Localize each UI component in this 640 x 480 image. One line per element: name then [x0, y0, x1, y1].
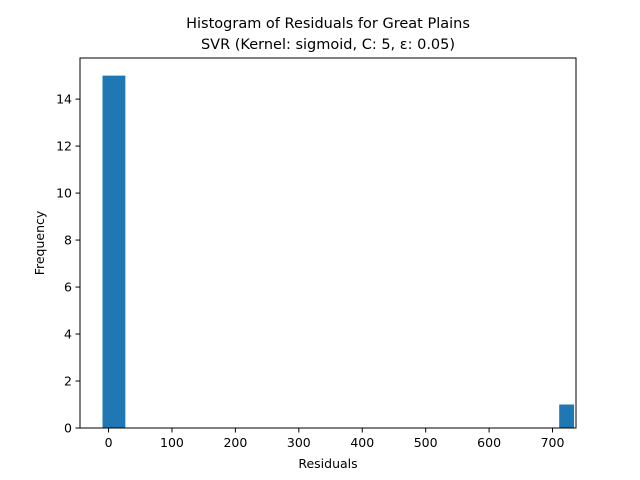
x-tick-label: 300 [287, 435, 311, 450]
y-tick-label: 8 [64, 233, 72, 248]
x-tick-label: 0 [105, 435, 113, 450]
x-tick-label: 400 [350, 435, 374, 450]
x-tick-label: 100 [160, 435, 184, 450]
y-axis-label: Frequency [32, 210, 47, 275]
x-tick-label: 500 [414, 435, 438, 450]
y-tick-label: 6 [64, 280, 72, 295]
x-tick-label: 600 [477, 435, 501, 450]
y-axis-ticks: 0 2 4 6 8 10 12 14 [56, 92, 80, 436]
histogram-bars [102, 75, 575, 428]
x-axis-label: Residuals [298, 456, 357, 471]
y-tick-label: 12 [56, 139, 72, 154]
chart-title: Histogram of Residuals for Great Plains [186, 16, 470, 32]
histogram-bar [559, 404, 575, 428]
plot-frame [79, 57, 577, 429]
histogram-bar [102, 75, 126, 428]
chart-subtitle: SVR (Kernel: sigmoid, C: 5, ε: 0.05) [201, 37, 455, 53]
y-tick-label: 10 [56, 186, 72, 201]
x-axis-ticks: 0 100 200 300 400 500 600 700 [105, 428, 565, 450]
y-tick-label: 4 [64, 327, 72, 342]
x-tick-label: 700 [541, 435, 565, 450]
y-tick-label: 14 [56, 92, 72, 107]
y-tick-label: 0 [64, 421, 72, 436]
y-tick-label: 2 [64, 374, 72, 389]
x-tick-label: 200 [223, 435, 247, 450]
